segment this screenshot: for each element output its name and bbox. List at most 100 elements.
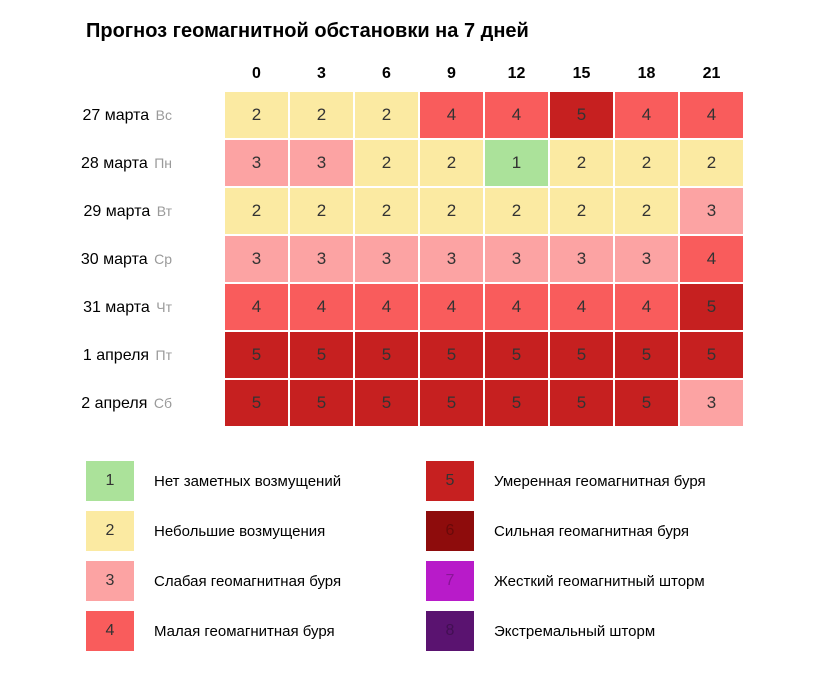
heatmap-cell: 2	[419, 139, 484, 187]
heatmap-cell: 5	[419, 379, 484, 427]
forecast-heatmap: 03691215182127 марта Вс2224454428 марта …	[30, 57, 789, 427]
heatmap-cell: 4	[419, 283, 484, 331]
heatmap-cell: 3	[614, 235, 679, 283]
heatmap-cell: 5	[224, 379, 289, 427]
legend-label: Слабая геомагнитная буря	[154, 573, 341, 590]
legend-label: Умеренная геомагнитная буря	[494, 473, 706, 490]
row-dow: Пн	[154, 155, 172, 171]
heatmap-cell: 1	[484, 139, 549, 187]
row-dow: Вс	[156, 107, 172, 123]
heatmap-cell: 3	[419, 235, 484, 283]
heatmap-cell: 3	[549, 235, 614, 283]
legend-item: 3 Слабая геомагнитная буря	[86, 561, 416, 601]
hour-header: 9	[419, 57, 484, 91]
row-date: 2 апреля	[81, 395, 147, 412]
heatmap-cell: 5	[679, 331, 744, 379]
heatmap-cell: 2	[354, 91, 419, 139]
heatmap-cell: 3	[224, 139, 289, 187]
legend-item: 7Жесткий геомагнитный шторм	[426, 561, 756, 601]
heatmap-cell: 2	[679, 139, 744, 187]
heatmap-cell: 4	[484, 91, 549, 139]
heatmap-cell: 2	[614, 187, 679, 235]
heatmap-cell: 5	[679, 283, 744, 331]
heatmap-cell: 3	[289, 139, 354, 187]
legend-item: 8Экстремальный шторм	[426, 611, 756, 651]
row-date: 28 марта	[81, 155, 148, 172]
hour-header: 3	[289, 57, 354, 91]
row-gap	[180, 187, 224, 235]
heatmap-cell: 2	[224, 187, 289, 235]
hour-header: 0	[224, 57, 289, 91]
heatmap-cell: 4	[484, 283, 549, 331]
heatmap-cell: 2	[419, 187, 484, 235]
row-date: 30 марта	[81, 251, 148, 268]
legend: 1 Нет заметных возмущений 5Умеренная геома…	[30, 461, 789, 651]
legend-label: Жесткий геомагнитный шторм	[494, 573, 705, 590]
heatmap-cell: 3	[289, 235, 354, 283]
heatmap-cell: 5	[549, 91, 614, 139]
row-date: 29 марта	[84, 203, 151, 220]
hour-header: 15	[549, 57, 614, 91]
heatmap-cell: 2	[354, 187, 419, 235]
heatmap-cell: 4	[354, 283, 419, 331]
heatmap-cell: 5	[549, 379, 614, 427]
heatmap-cell: 2	[549, 139, 614, 187]
legend-swatch: 6	[426, 511, 474, 551]
heatmap-cell: 5	[614, 379, 679, 427]
row-gap	[180, 331, 224, 379]
hour-header: 18	[614, 57, 679, 91]
heatmap-cell: 4	[614, 91, 679, 139]
heatmap-cell: 4	[419, 91, 484, 139]
legend-item: 4Малая геомагнитная буря	[86, 611, 416, 651]
heatmap-cell: 4	[289, 283, 354, 331]
legend-label: Экстремальный шторм	[494, 623, 655, 640]
legend-label: Малая геомагнитная буря	[154, 623, 335, 640]
legend-swatch: 3	[86, 561, 134, 601]
row-date: 27 марта	[82, 107, 149, 124]
hour-header: 6	[354, 57, 419, 91]
heatmap-cell: 2	[224, 91, 289, 139]
heatmap-cell: 5	[289, 379, 354, 427]
heatmap-cell: 5	[549, 331, 614, 379]
heatmap-cell: 2	[289, 91, 354, 139]
heatmap-cell: 5	[484, 379, 549, 427]
heatmap-cell: 3	[224, 235, 289, 283]
heatmap-cell: 5	[289, 331, 354, 379]
row-gap	[180, 283, 224, 331]
row-dow: Сб	[154, 395, 172, 411]
legend-item: 2Небольшие возмущения	[86, 511, 416, 551]
row-label: 31 марта Чт	[30, 283, 180, 331]
row-dow: Вт	[157, 203, 172, 219]
row-label: 2 апреля Сб	[30, 379, 180, 427]
heatmap-cell: 4	[679, 235, 744, 283]
row-date: 1 апреля	[83, 347, 149, 364]
heatmap-cell: 3	[354, 235, 419, 283]
row-label: 29 марта Вт	[30, 187, 180, 235]
heatmap-cell: 2	[549, 187, 614, 235]
heatmap-cell: 5	[614, 331, 679, 379]
legend-swatch: 2	[86, 511, 134, 551]
row-dow: Пт	[156, 347, 172, 363]
hour-header: 12	[484, 57, 549, 91]
row-label: 1 апреля Пт	[30, 331, 180, 379]
legend-swatch: 1	[86, 461, 134, 501]
legend-item: 5Умеренная геомагнитная буря	[426, 461, 756, 501]
row-date: 31 марта	[83, 299, 150, 316]
heatmap-cell: 4	[679, 91, 744, 139]
row-label: 28 марта Пн	[30, 139, 180, 187]
heatmap-cell: 5	[224, 331, 289, 379]
heatmap-cell: 3	[679, 379, 744, 427]
row-label: 30 марта Ср	[30, 235, 180, 283]
hour-header: 21	[679, 57, 744, 91]
heatmap-cell: 4	[614, 283, 679, 331]
heatmap-cell: 5	[354, 379, 419, 427]
heatmap-cell: 5	[484, 331, 549, 379]
legend-item: 6 Сильная геомагнитная буря	[426, 511, 756, 551]
legend-label: Сильная геомагнитная буря	[494, 523, 689, 540]
row-gap	[180, 379, 224, 427]
legend-label: Нет заметных возмущений	[154, 473, 341, 490]
heatmap-cell: 2	[484, 187, 549, 235]
page-title: Прогноз геомагнитной обстановки на 7 дне…	[30, 20, 789, 43]
row-dow: Ср	[154, 251, 172, 267]
heatmap-cell: 5	[419, 331, 484, 379]
